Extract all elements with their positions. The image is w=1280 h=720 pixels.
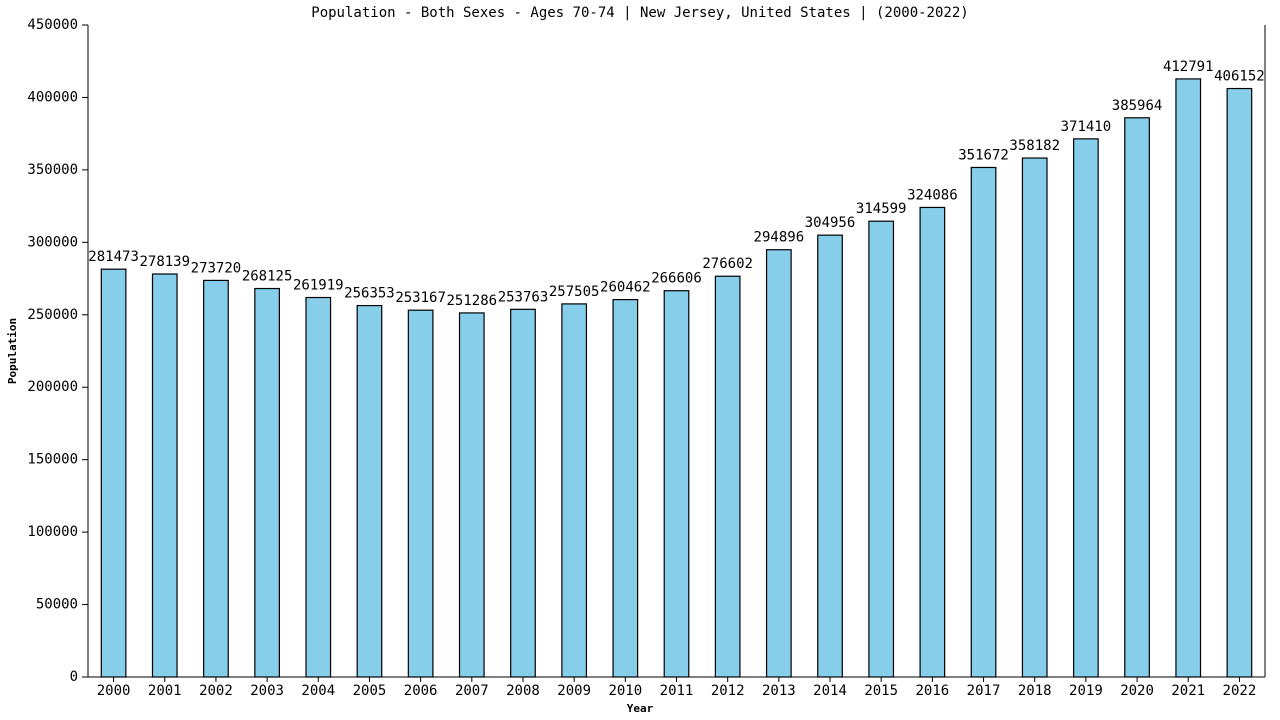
bar (663, 290, 690, 678)
x-tick-label: 2022 (1223, 683, 1257, 699)
x-tick-label: 2019 (1069, 683, 1103, 699)
bar (817, 234, 843, 678)
value-label: 294896 (754, 230, 805, 246)
y-tick-label: 450000 (27, 17, 78, 33)
x-tick-label: 2002 (199, 683, 233, 699)
bar (868, 220, 895, 678)
bar (1175, 78, 1202, 678)
value-label: 304956 (805, 215, 856, 231)
bar (561, 303, 588, 678)
bar (1226, 87, 1253, 678)
value-label: 412791 (1163, 59, 1214, 75)
bar (919, 206, 946, 678)
y-tick-label: 350000 (27, 162, 78, 178)
bar (510, 308, 536, 678)
y-tick-label: 50000 (36, 597, 78, 613)
x-tick-label: 2018 (1018, 683, 1052, 699)
bar (203, 279, 229, 678)
bar (1124, 117, 1150, 678)
bar (356, 304, 383, 678)
x-axis-label: Year (627, 702, 654, 715)
y-tick-label: 100000 (27, 524, 78, 540)
bar (1021, 157, 1048, 678)
value-label: 358182 (1009, 138, 1060, 154)
x-tick-label: 2015 (864, 683, 898, 699)
x-tick-label: 2007 (455, 683, 489, 699)
x-tick-label: 2008 (506, 683, 540, 699)
value-label: 251286 (447, 293, 498, 309)
x-tick-label: 2016 (916, 683, 950, 699)
value-label: 268125 (242, 269, 293, 285)
y-tick-label: 300000 (27, 234, 78, 250)
value-label: 257505 (549, 284, 600, 300)
value-label: 314599 (856, 201, 907, 217)
x-tick-label: 2014 (813, 683, 847, 699)
value-label: 260462 (600, 280, 651, 296)
value-label: 406152 (1214, 69, 1265, 85)
value-label: 253167 (395, 290, 446, 306)
bar (765, 249, 792, 678)
x-tick-label: 2013 (762, 683, 796, 699)
bar (458, 312, 485, 678)
x-tick-label: 2001 (148, 683, 182, 699)
y-tick-label: 150000 (27, 452, 78, 468)
value-label: 273720 (191, 260, 242, 276)
x-tick-label: 2010 (608, 683, 642, 699)
bar (1073, 138, 1099, 678)
x-tick-label: 2017 (967, 683, 1001, 699)
value-label: 278139 (139, 254, 190, 270)
value-label: 385964 (1112, 98, 1163, 114)
bar (151, 273, 178, 678)
value-label: 281473 (88, 249, 139, 265)
value-label: 276602 (702, 256, 753, 272)
value-label: 351672 (958, 147, 1009, 163)
value-label: 261919 (293, 278, 344, 294)
y-tick-label: 0 (70, 669, 78, 685)
bar (407, 309, 434, 678)
x-tick-label: 2006 (404, 683, 438, 699)
bar (612, 299, 639, 678)
x-tick-label: 2009 (557, 683, 591, 699)
y-tick-label: 400000 (27, 89, 78, 105)
x-tick-label: 2005 (353, 683, 387, 699)
chart-title: Population - Both Sexes - Ages 70-74 | N… (311, 5, 968, 21)
x-tick-label: 2004 (301, 683, 335, 699)
x-tick-label: 2020 (1120, 683, 1154, 699)
bar (970, 166, 997, 678)
value-label: 371410 (1061, 119, 1112, 135)
bar (714, 275, 741, 678)
value-label: 256353 (344, 286, 395, 302)
x-tick-label: 2021 (1171, 683, 1205, 699)
bar (254, 287, 280, 678)
x-tick-label: 2003 (250, 683, 284, 699)
y-axis-label: Population (6, 318, 19, 384)
value-label: 266606 (651, 271, 702, 287)
y-tick-label: 250000 (27, 307, 78, 323)
x-tick-label: 2012 (711, 683, 745, 699)
x-tick-label: 2011 (660, 683, 694, 699)
bar (305, 296, 332, 678)
x-tick-label: 2000 (97, 683, 131, 699)
value-label: 324086 (907, 187, 958, 203)
bar (100, 268, 127, 678)
y-tick-label: 200000 (27, 379, 78, 395)
value-label: 253763 (498, 289, 549, 305)
